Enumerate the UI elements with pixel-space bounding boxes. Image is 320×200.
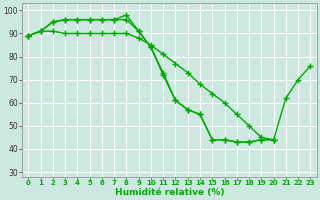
X-axis label: Humidité relative (%): Humidité relative (%) — [115, 188, 224, 197]
